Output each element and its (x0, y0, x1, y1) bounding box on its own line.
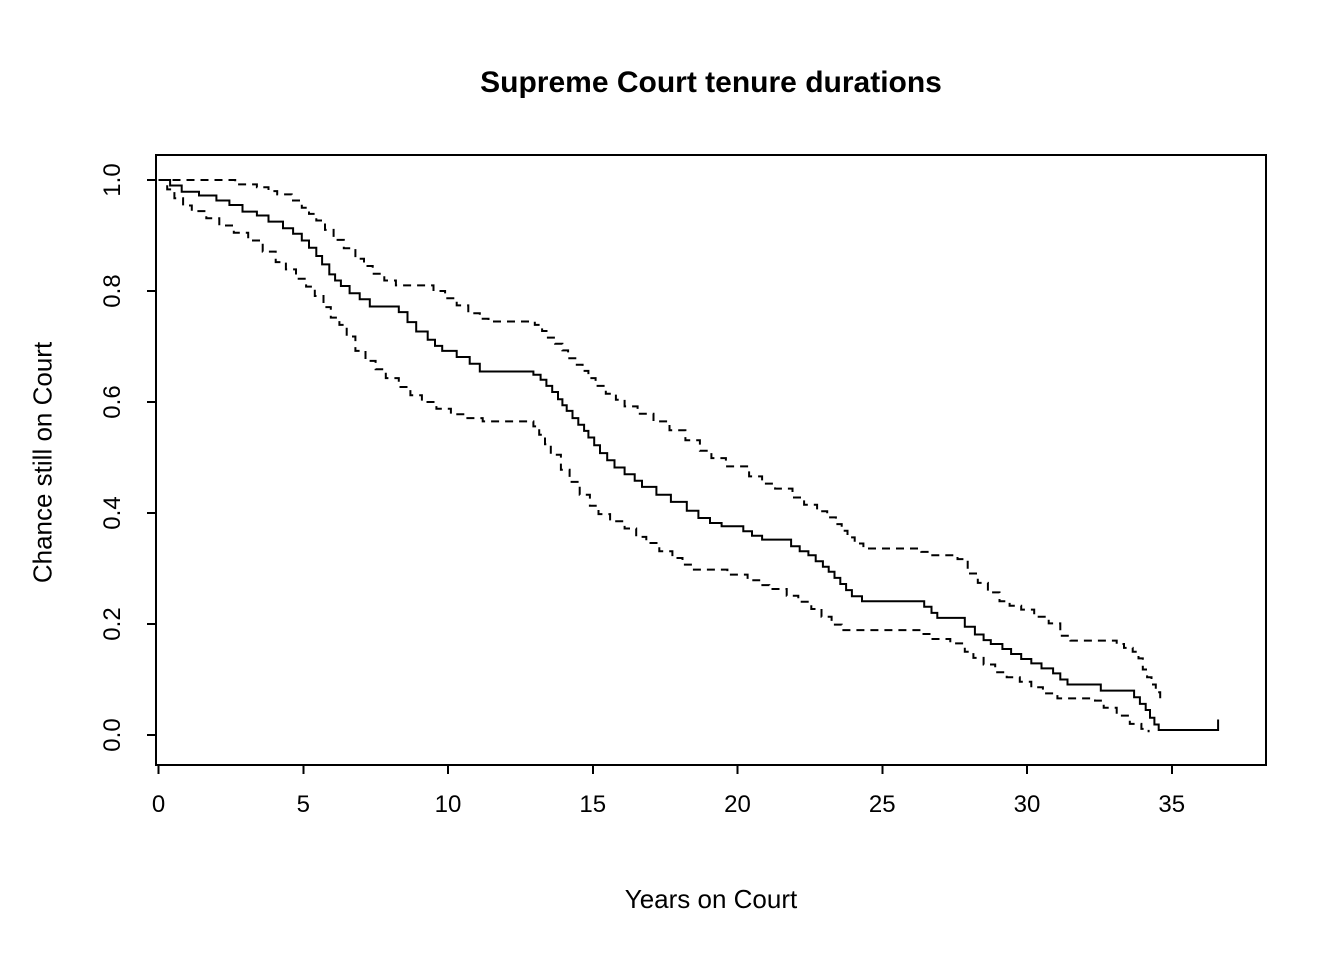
y-tick-label: 0.8 (99, 274, 126, 307)
plot-box (155, 154, 1267, 766)
x-tick-label: 10 (435, 791, 462, 818)
y-tick-label: 0.0 (99, 718, 126, 751)
x-axis-title: Years on Court (624, 884, 798, 914)
x-tick-label: 30 (1014, 791, 1041, 818)
x-tick-label: 15 (579, 791, 606, 818)
lower-ci-curve (158, 179, 1150, 733)
y-tick-label: 0.2 (99, 607, 126, 640)
km-curve (158, 179, 1220, 731)
y-tick-label: 0.6 (99, 385, 126, 418)
x-tick-label: 5 (297, 791, 310, 818)
x-tick-label: 35 (1158, 791, 1185, 818)
y-tick-label: 1.0 (99, 163, 126, 196)
y-axis-title: Chance still on Court (27, 341, 58, 584)
y-tick-label: 0.4 (99, 496, 126, 529)
x-tick-label: 20 (724, 791, 751, 818)
x-tick-label: 0 (152, 791, 165, 818)
chart-title: Supreme Court tenure durations (480, 66, 942, 99)
x-tick-label: 25 (869, 791, 896, 818)
upper-ci-curve (158, 179, 1162, 700)
